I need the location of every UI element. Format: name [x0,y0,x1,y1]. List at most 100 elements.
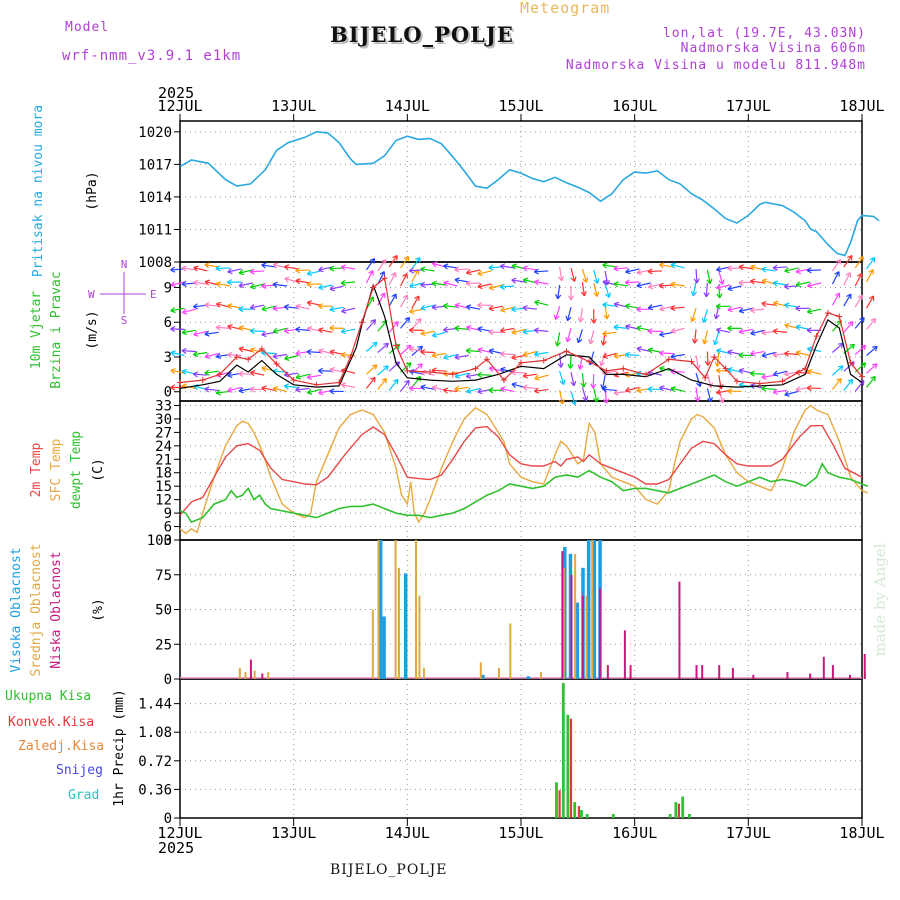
wind-arrow-head [727,265,733,272]
wind-arrow [273,387,287,392]
cloud-bar-mid [422,667,425,679]
wind-arrow-head [170,350,176,357]
wind-arrow [636,269,651,274]
xtick-label-bottom: 14JUL [385,824,430,842]
wind-arrow-head [238,306,244,313]
xtick-label-top: 13JUL [271,97,316,115]
wind-arrow [566,307,572,321]
wind-arrow-head [477,302,483,309]
wind-arrow-head [690,316,697,323]
wind-arrow-head [500,327,506,334]
wind-arrow-head [420,330,426,337]
wind-arrow [727,267,742,270]
wind-arrow-head [750,278,756,285]
wind-arrow-head [318,327,324,334]
precip-bar-total [688,814,691,818]
wind-arrow-head [340,264,347,271]
wind-arrow-head [590,318,597,324]
wind-arrow-head [466,269,472,276]
wind-arrow-head [859,317,865,323]
wind-arrow-head [727,349,733,356]
wind-arrow [843,321,854,333]
wind-arrow [489,349,503,355]
wind-arrow [647,270,662,273]
wind-arrow-head [488,264,494,271]
wind-arrow [739,328,753,333]
wind-arrow [443,265,458,269]
wind-arrow [636,347,651,353]
wind-arrow-head [238,346,245,353]
wind-arrow-head [806,267,812,274]
wind-arrow [784,304,799,308]
wind-arrow-head [738,307,745,314]
wind-arrow-head [847,321,854,327]
wind-arrow [579,308,583,323]
wind-arrow [706,388,712,403]
wind-arrow-head [570,399,577,406]
cloud-bar-low [623,630,626,679]
wind-arrow [695,355,700,370]
wind-arrow-head [383,365,389,371]
cloud-bar-low [581,595,584,679]
wind-arrow [489,284,503,289]
wind-arrow [204,304,219,307]
wind-arrow-head [715,389,722,396]
wind-arrow-head [181,347,187,354]
wind-arrow [727,350,742,356]
wind-arrow-head [329,367,335,374]
wind-arrow [522,267,538,271]
wind-arrow-head [295,386,301,393]
wind-arrow-head [727,306,733,313]
wind-arrow [831,259,842,272]
gust-marker [688,358,695,365]
wind-arrow [636,282,651,287]
wind-arrow [377,378,387,390]
wind-arrow-head [306,373,313,380]
wind-arrow-head [613,281,619,288]
ytick-label-2: 30 [155,412,172,428]
wind-arrow [341,384,356,389]
wind-arrow-head [295,267,301,274]
wind-arrow [703,330,708,345]
wind-arrow-head [795,386,801,393]
wind-arrow [761,302,776,306]
ytick-label-2: 15 [155,479,172,495]
xtick-label-bottom: 18JUL [839,824,884,842]
wind-arrow [318,328,333,333]
wind-arrow [284,266,299,270]
wind-arrow [431,369,447,372]
wind-arrow-head [341,307,347,314]
wind-arrow-head [647,347,654,354]
wind-arrow [400,256,410,269]
wind-arrow-head [404,379,410,386]
cloud-bar-low [629,665,632,679]
wind-arrow [238,282,253,287]
wind-arrow [648,304,663,309]
wind-arrow [795,281,810,286]
wind-arrow [454,304,469,309]
wind-arrow-head [715,303,721,310]
cloud-bar-mid [479,662,482,679]
cloud-bar-low [718,665,721,679]
footer-station: BIJELO_POLJE [330,862,448,878]
precip-bar-total [585,814,589,818]
cloud-bar-mid [244,672,247,679]
model-name: wrf-nmm_v3.9.1 e1km [62,48,242,64]
wind-arrow-head [193,265,199,272]
wind-arrow [716,284,731,289]
wind-arrow-head [204,352,211,359]
wind-arrow [432,352,447,357]
xtick-label-bottom: 16JUL [612,824,657,842]
wind-arrow-head [593,291,600,297]
wind-arrow [466,326,481,331]
cloud-bar-mid [415,540,418,679]
wind-arrow-head [227,324,233,331]
wind-arrow [843,272,851,286]
wind-arrow [377,320,388,332]
wind-arrow [365,377,376,389]
cloud-bar-low [570,574,573,679]
wind-arrow [659,284,674,287]
wind-arrow [261,264,276,268]
wind-arrow-head [602,330,608,337]
wind-arrow-head [318,348,324,355]
